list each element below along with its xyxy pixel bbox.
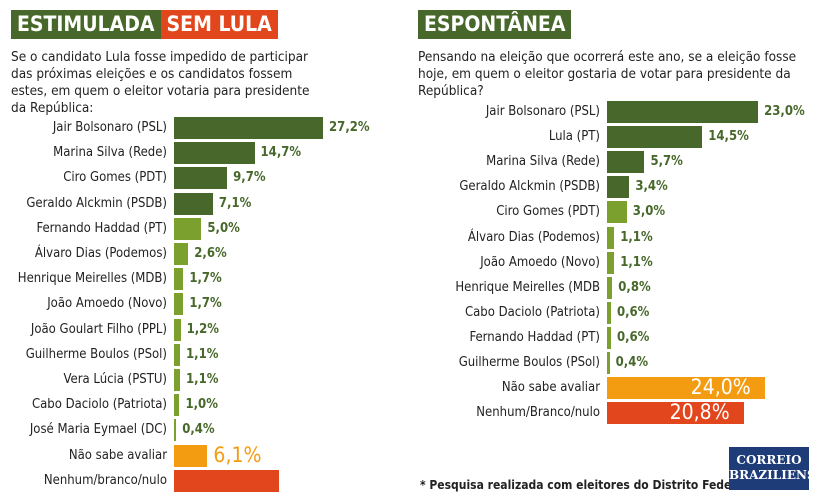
category-label: Não sabe avaliar xyxy=(68,447,167,463)
value-label: 0,6% xyxy=(616,304,650,320)
bar xyxy=(174,217,202,240)
logo-line1: CORREIO xyxy=(736,453,802,467)
category-label: Vera Lúcia (PSTU) xyxy=(63,372,167,387)
category-label: Ciro Gomes (PDT) xyxy=(63,170,167,186)
value-label: 6,1% xyxy=(213,442,262,467)
category-label: João Amoedo (Novo) xyxy=(480,254,600,270)
footnote: * Pesquisa realizada com eleitores do Di… xyxy=(420,478,752,492)
value-label: 1,1% xyxy=(186,372,219,387)
value-label: 1,0% xyxy=(185,397,218,413)
value-label: 5,0% xyxy=(207,220,240,236)
bar xyxy=(607,402,744,425)
bar xyxy=(174,318,181,341)
category-label: Marina Silva (Rede) xyxy=(53,145,167,161)
bar xyxy=(174,369,181,391)
bar xyxy=(607,151,645,174)
category-label: Não sabe avaliar xyxy=(501,380,600,396)
title-espontanea: ESPONTÂNEA xyxy=(418,10,572,39)
value-label: 27,2% xyxy=(329,120,370,135)
value-label: 9,7% xyxy=(233,170,266,186)
value-label: 20,8% xyxy=(669,400,730,425)
category-label: Jair Bolsonaro (PSL) xyxy=(485,104,600,119)
value-label: 1,2% xyxy=(186,321,219,337)
category-label: Nenhum/branco/nulo xyxy=(43,472,167,488)
value-label: 1,1% xyxy=(620,229,653,245)
value-label: 2,6% xyxy=(194,246,227,261)
category-label: Lula (PT) xyxy=(548,129,600,145)
category-label: Henrique Meirelles (MDB) xyxy=(17,271,167,287)
category-label: Jair Bolsonaro (PSL) xyxy=(52,120,167,135)
bar xyxy=(174,469,280,492)
bar xyxy=(174,243,189,265)
bar xyxy=(174,117,324,139)
value-label: 24,0% xyxy=(690,375,751,400)
category-label: Cabo Daciolo (Patriota) xyxy=(464,304,600,320)
bar xyxy=(607,326,611,349)
category-label: Geraldo Alckmin (PSDB) xyxy=(26,195,167,211)
category-label: Guilherme Boulos (PSol) xyxy=(25,346,167,362)
bar xyxy=(607,377,765,400)
bar xyxy=(174,142,255,165)
value-label: 0,4% xyxy=(615,355,649,370)
category-label: José Maria Eymael (DC) xyxy=(29,422,167,438)
value-label: 1,1% xyxy=(620,254,653,270)
bar xyxy=(607,276,613,299)
bar xyxy=(174,192,213,215)
bar xyxy=(607,251,615,274)
value-label: 14,7% xyxy=(260,145,302,161)
value-label: 1,7% xyxy=(189,271,222,287)
bar xyxy=(174,293,184,316)
value-label: 3,4% xyxy=(635,179,668,195)
bar xyxy=(174,419,177,442)
bar xyxy=(607,126,703,149)
category-label: Ciro Gomes (PDT) xyxy=(496,204,600,220)
left-title: ESTIMULADA SEM LULA xyxy=(11,10,278,39)
bar xyxy=(607,201,627,224)
left-question: Se o candidato Lula fosse impedido de pa… xyxy=(11,49,310,116)
title-estimulada: ESTIMULADA xyxy=(11,10,161,39)
right-question: Pensando na eleição que ocorrerá este an… xyxy=(418,49,797,99)
category-label: Álvaro Dias (Podemos) xyxy=(34,246,167,261)
correio-braziliense-logo: CORREIO BRAZILIENSE xyxy=(729,447,820,490)
category-label: Fernando Haddad (PT) xyxy=(469,329,600,345)
category-label: Henrique Meirelles (MDB xyxy=(455,279,600,295)
logo-line2: BRAZILIENSE xyxy=(729,468,820,482)
value-label: 1,7% xyxy=(189,296,222,312)
bar xyxy=(607,301,611,324)
right-title: ESPONTÂNEA xyxy=(418,10,572,39)
value-label: 0,6% xyxy=(616,329,650,345)
category-label: Guilherme Boulos (PSol) xyxy=(458,355,600,370)
category-label: João Amoedo (Novo) xyxy=(47,296,167,312)
value-label: 1,1% xyxy=(186,346,219,362)
bar xyxy=(607,101,759,123)
bar xyxy=(174,268,184,291)
bar xyxy=(174,167,228,190)
category-label: Álvaro Dias (Podemos) xyxy=(467,229,600,245)
value-label: 3,0% xyxy=(632,204,666,220)
title-sem-lula: SEM LULA xyxy=(160,10,278,39)
bar xyxy=(607,176,630,199)
category-label: João Goulart Filho (PPL) xyxy=(30,321,167,337)
value-label: 5,7% xyxy=(650,154,683,170)
value-label: 0,4% xyxy=(182,422,215,438)
category-label: Nenhum/Branco/nulo xyxy=(476,405,600,421)
value-label: 7,1% xyxy=(218,195,252,211)
category-label: Fernando Haddad (PT) xyxy=(36,220,167,236)
bar xyxy=(607,352,610,374)
bar xyxy=(174,444,208,467)
value-label: 14,5% xyxy=(708,129,749,145)
bar xyxy=(174,343,181,366)
bar xyxy=(174,394,180,417)
bar xyxy=(607,226,615,249)
value-label: 23,0% xyxy=(764,104,805,119)
value-label: 0,8% xyxy=(618,279,651,295)
category-label: Cabo Daciolo (Patriota) xyxy=(31,397,167,413)
category-label: Geraldo Alckmin (PSDB) xyxy=(459,179,600,195)
category-label: Marina Silva (Rede) xyxy=(486,154,600,170)
